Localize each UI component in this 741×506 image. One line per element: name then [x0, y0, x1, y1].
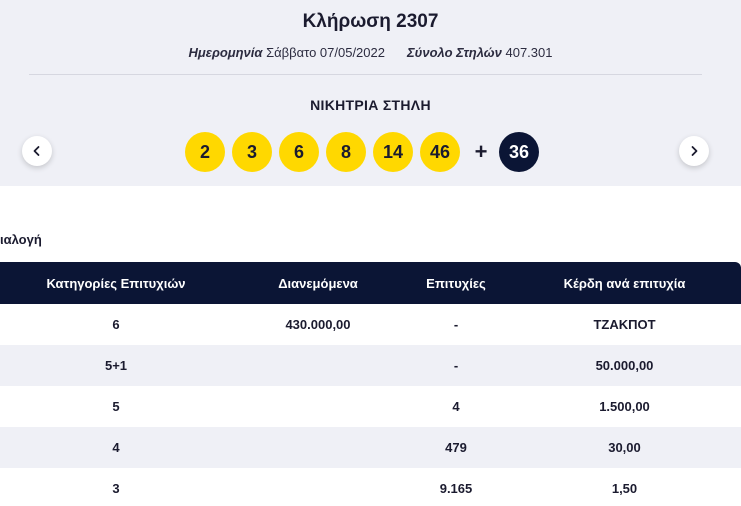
draw-header: Κλήρωση 2307 Ημερομηνία Σάββατο 07/05/20… [0, 0, 741, 186]
chevron-left-icon [33, 146, 40, 156]
header-prize-per-winner: Κέρδη ανά επιτυχία [563, 275, 686, 291]
table-row: 4 479 30,00 [0, 427, 741, 468]
header-category: Κατηγορίες Επιτυχιών [46, 275, 186, 291]
winning-number: 6 [279, 132, 319, 172]
prize-table: Κατηγορίες Επιτυχιών Διανεμόμενα Επιτυχί… [0, 262, 741, 506]
winning-number: 14 [373, 132, 413, 172]
cell-prize: 1,50 [611, 481, 638, 496]
date-label: Ημερομηνία [188, 45, 263, 60]
cell-prize: 50.000,00 [595, 358, 654, 373]
cell-prize: ΤΖΑΚΠΟΤ [593, 317, 656, 332]
joker-number: 36 [499, 132, 539, 172]
chevron-right-icon [691, 146, 698, 156]
cell-winners: - [453, 358, 459, 373]
winning-numbers: 2 3 6 8 14 46 + 36 [185, 132, 539, 172]
cell-category: 3 [112, 481, 120, 496]
header-distributed: Διανεμόμενα [278, 275, 358, 291]
previous-draw-button[interactable] [22, 136, 52, 166]
divider [29, 74, 702, 75]
table-header: Κατηγορίες Επιτυχιών Διανεμόμενα Επιτυχί… [0, 262, 741, 304]
next-draw-button[interactable] [679, 136, 709, 166]
columns-value: 407.301 [505, 45, 553, 60]
table-row: 6 430.000,00 - ΤΖΑΚΠΟΤ [0, 304, 741, 345]
winning-number: 46 [420, 132, 460, 172]
table-row: 5+1 - 50.000,00 [0, 345, 741, 386]
cell-winners: 9.165 [439, 481, 473, 496]
winning-number: 2 [185, 132, 225, 172]
cell-prize: 30,00 [608, 440, 641, 455]
cell-category: 4 [112, 440, 120, 455]
header-winners: Επιτυχίες [426, 275, 486, 291]
cell-category: 5 [112, 399, 120, 414]
winning-column-label: ΝΙΚΗΤΡΙΑ ΣΤΗΛΗ [310, 97, 431, 113]
section-label: ιαλογή [0, 232, 42, 247]
cell-winners: 479 [445, 440, 467, 455]
cell-category: 6 [112, 317, 120, 332]
winning-number: 8 [326, 132, 366, 172]
columns-label: Σύνολο Στηλών [406, 45, 502, 60]
cell-distributed: 430.000,00 [285, 317, 351, 332]
cell-winners: 4 [452, 399, 460, 414]
cell-winners: - [453, 317, 459, 332]
cell-prize: 1.500,00 [599, 399, 650, 414]
draw-meta: Ημερομηνία Σάββατο 07/05/2022 Σύνολο Στηλ… [0, 45, 741, 60]
plus-sign: + [474, 139, 488, 164]
date-value: Σάββατο 07/05/2022 [266, 45, 385, 60]
cell-category: 5+1 [104, 358, 128, 373]
winning-number: 3 [232, 132, 272, 172]
table-row: 3 9.165 1,50 [0, 468, 741, 506]
table-row: 5 4 1.500,00 [0, 386, 741, 427]
draw-title: Κλήρωση 2307 [302, 11, 439, 32]
